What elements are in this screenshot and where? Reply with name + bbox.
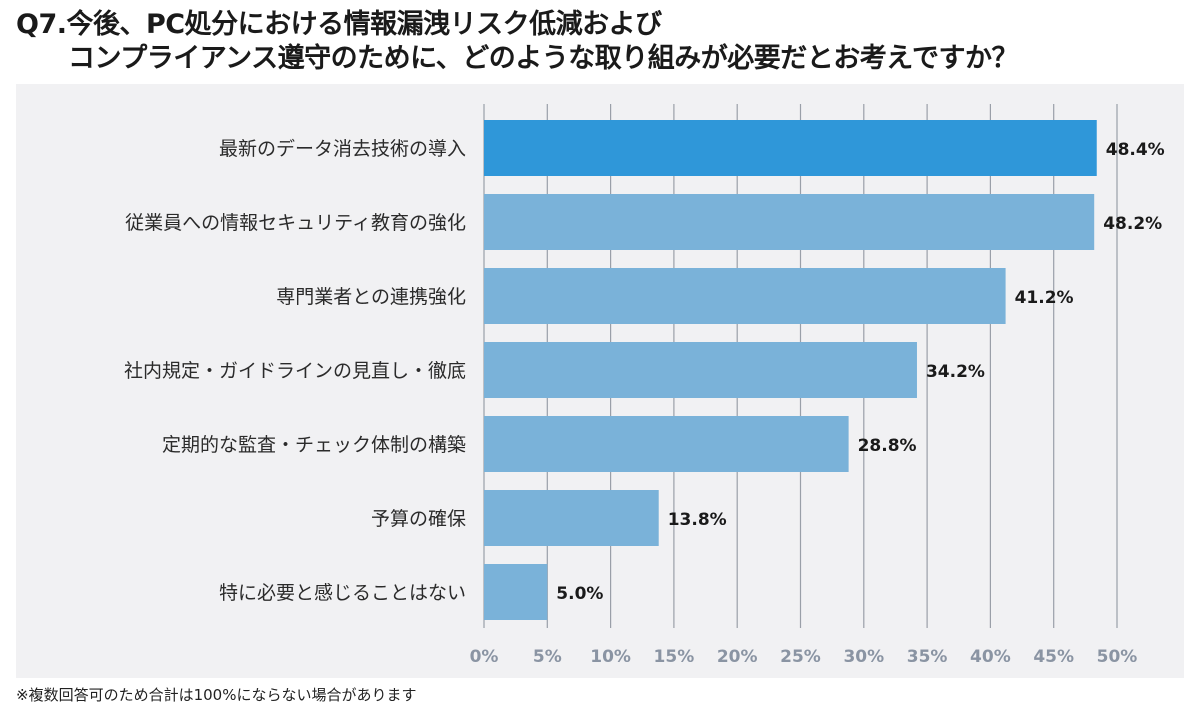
- x-tick-label: 30%: [843, 647, 884, 667]
- category-label: 定期的な監査・チェック体制の構築: [162, 434, 466, 456]
- x-tick-label: 15%: [654, 647, 695, 667]
- chart-title-line2: コンプライアンス遵守のために、どのような取り組みが必要だとお考えですか？: [68, 43, 1018, 74]
- value-label: 5.0%: [556, 584, 603, 604]
- value-label: 48.4%: [1106, 140, 1165, 160]
- value-label: 28.8%: [858, 436, 917, 456]
- bar: [484, 416, 849, 472]
- value-label: 48.2%: [1103, 214, 1162, 234]
- value-label: 13.8%: [668, 510, 727, 530]
- x-tick-label: 20%: [717, 647, 758, 667]
- value-label: 34.2%: [926, 362, 985, 382]
- x-tick-label: 25%: [780, 647, 821, 667]
- category-label: 従業員への情報セキュリティ教育の強化: [125, 212, 466, 234]
- bar: [484, 564, 548, 620]
- bar: [484, 490, 659, 546]
- chart-title: Q7.今後、PC処分における情報漏洩リスク低減および コンプライアンス遵守のため…: [16, 8, 1186, 76]
- x-tick-label: 40%: [970, 647, 1011, 667]
- x-tick-label: 50%: [1097, 647, 1138, 667]
- category-label: 特に必要と感じることはない: [219, 582, 466, 604]
- x-tick-label: 10%: [590, 647, 631, 667]
- footnote: ※複数回答可のため合計は100%にならない場合があります: [16, 686, 417, 704]
- category-label: 最新のデータ消去技術の導入: [219, 138, 466, 160]
- x-tick-label: 0%: [470, 647, 499, 667]
- x-tick-label: 45%: [1033, 647, 1074, 667]
- value-label: 41.2%: [1015, 288, 1074, 308]
- x-tick-label: 5%: [533, 647, 562, 667]
- bar: [484, 342, 917, 398]
- chart-title-line1: Q7.今後、PC処分における情報漏洩リスク低減および: [16, 9, 662, 40]
- bar: [484, 268, 1006, 324]
- bar: [484, 194, 1095, 250]
- category-label: 専門業者との連携強化: [276, 286, 466, 308]
- category-label: 社内規定・ガイドラインの見直し・徹底: [124, 360, 466, 382]
- x-tick-label: 35%: [907, 647, 948, 667]
- bar: [484, 120, 1097, 176]
- category-label: 予算の確保: [371, 508, 466, 530]
